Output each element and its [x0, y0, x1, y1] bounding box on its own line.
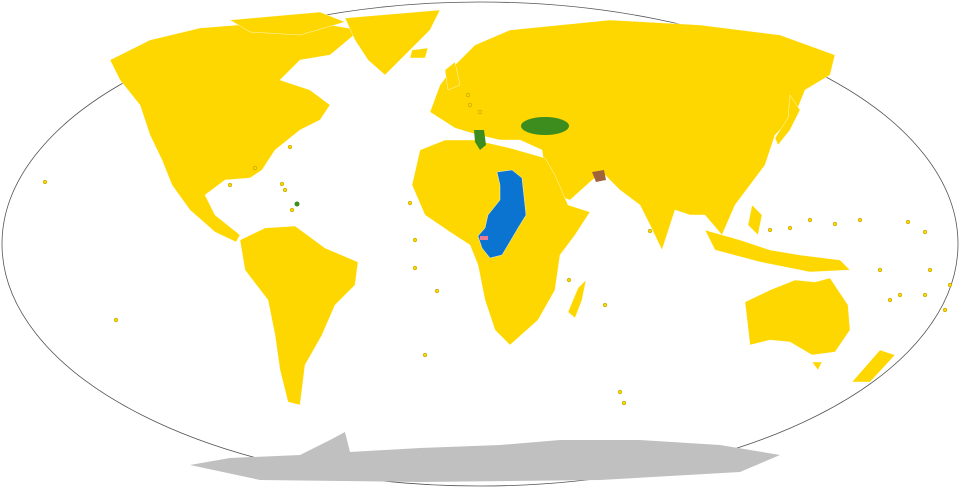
uae-brown[interactable] — [592, 170, 606, 182]
island-marker[interactable] — [407, 200, 413, 206]
tasmania[interactable] — [811, 361, 823, 371]
tunisia-green[interactable] — [474, 130, 486, 150]
island-marker[interactable] — [434, 288, 440, 294]
island-marker[interactable] — [947, 282, 953, 288]
island-marker[interactable] — [465, 92, 471, 98]
canadian-archipelago[interactable] — [229, 11, 346, 36]
island-marker[interactable] — [42, 179, 48, 185]
new-zealand[interactable] — [851, 349, 896, 383]
island-marker[interactable] — [897, 292, 903, 298]
island-marker[interactable] — [602, 302, 608, 308]
island-marker[interactable] — [422, 352, 428, 358]
philippines[interactable] — [747, 204, 763, 236]
island-marker[interactable] — [767, 227, 773, 233]
britain[interactable] — [444, 61, 461, 91]
island-marker[interactable] — [927, 267, 933, 273]
island-marker[interactable] — [279, 181, 285, 187]
island-marker[interactable] — [566, 277, 572, 283]
island-marker[interactable] — [807, 217, 813, 223]
island-marker[interactable] — [647, 228, 653, 234]
island-marker[interactable] — [113, 317, 119, 323]
island-marker[interactable] — [942, 307, 948, 313]
default-countries — [109, 9, 896, 406]
turkey-green[interactable] — [521, 117, 569, 135]
north-america[interactable] — [109, 19, 361, 243]
island-marker[interactable] — [857, 217, 863, 223]
central-africa-blue[interactable] — [477, 169, 527, 259]
japan[interactable] — [774, 94, 801, 146]
island-marker[interactable] — [477, 109, 483, 115]
island-marker[interactable] — [832, 221, 838, 227]
caribbean-island-green[interactable] — [294, 201, 300, 207]
island-marker[interactable] — [467, 102, 473, 108]
south-america[interactable] — [239, 225, 359, 406]
island-marker[interactable] — [887, 297, 893, 303]
madagascar[interactable] — [567, 279, 587, 319]
island-marker[interactable] — [287, 144, 293, 150]
island-marker[interactable] — [877, 267, 883, 273]
antarctica[interactable] — [190, 432, 780, 482]
small-island-markers — [42, 92, 953, 406]
island-marker[interactable] — [617, 389, 623, 395]
island-marker[interactable] — [905, 219, 911, 225]
island-marker[interactable] — [289, 207, 295, 213]
greenland[interactable] — [344, 9, 441, 76]
equatorial-guinea-pink[interactable] — [480, 236, 488, 240]
island-marker[interactable] — [282, 187, 288, 193]
island-marker[interactable] — [922, 229, 928, 235]
island-marker[interactable] — [227, 182, 233, 188]
island-marker[interactable] — [621, 400, 627, 406]
island-marker[interactable] — [922, 292, 928, 298]
island-marker[interactable] — [252, 165, 258, 171]
island-marker[interactable] — [787, 225, 793, 231]
iceland[interactable] — [409, 47, 429, 59]
australia[interactable] — [744, 277, 851, 356]
indonesia[interactable] — [704, 229, 851, 273]
island-marker[interactable] — [412, 265, 418, 271]
island-marker[interactable] — [412, 237, 418, 243]
